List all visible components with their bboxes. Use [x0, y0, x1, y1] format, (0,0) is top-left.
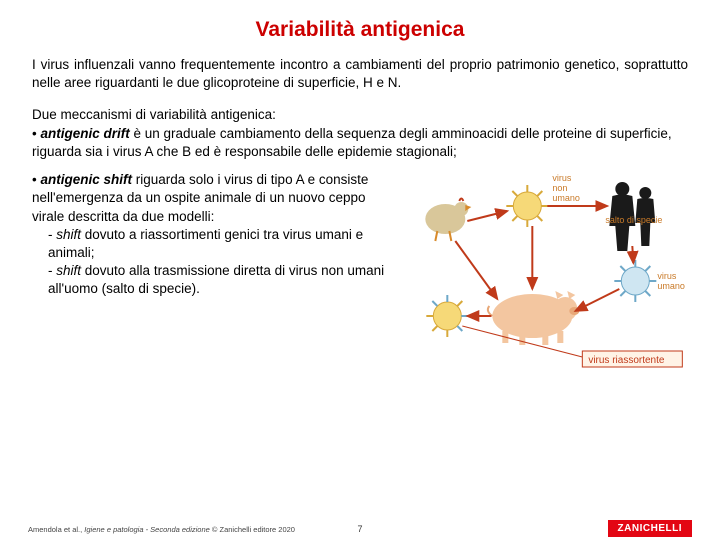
page-title: Variabilità antigenica: [32, 18, 688, 42]
virus-human-icon: [615, 260, 657, 302]
footer-citation: Amendola et al., Igiene e patologia - Se…: [28, 525, 295, 534]
footer-auth: Amendola et al.,: [28, 525, 84, 534]
shift-block: • antigenic shift riguarda solo i virus …: [32, 171, 399, 376]
sub1-desc: dovuto a riassortimenti genici tra virus…: [48, 227, 363, 260]
shift-term: antigenic shift: [40, 172, 132, 187]
virus-reassortant-icon: [427, 295, 469, 337]
virus-nonhuman-icon: [507, 185, 549, 227]
footer-title: Igiene e patologia - Seconda edizione: [84, 525, 210, 534]
sub2-term: shift: [56, 263, 81, 278]
label-riassortente: virus riassortente: [589, 355, 666, 366]
label-salto-specie: salto di specie: [606, 215, 663, 225]
antigenic-shift-diagram: virus non umano salto di specie virus um…: [407, 171, 688, 371]
mechanisms-lead: Due meccanismi di variabilità antigenica…: [32, 107, 276, 122]
chicken-icon: [426, 199, 472, 242]
page-number: 7: [357, 524, 362, 534]
footer-pub: © Zanichelli editore 2020: [210, 525, 295, 534]
label-virus-umano-1: virus: [658, 271, 678, 281]
mechanisms-block: Due meccanismi di variabilità antigenica…: [32, 106, 688, 161]
arrow-human-virusblue: [633, 246, 634, 263]
label-virus-nonumano-2: non: [553, 183, 568, 193]
arrow-chicken-pig: [456, 241, 498, 299]
footer: Amendola et al., Igiene e patologia - Se…: [0, 518, 720, 540]
label-virus-umano-2: umano: [658, 281, 686, 291]
diagram-container: virus non umano salto di specie virus um…: [407, 171, 688, 376]
sub1-term: shift: [56, 227, 81, 242]
publisher-logo: ZANICHELLI: [608, 520, 692, 537]
label-virus-nonumano-1: virus: [553, 173, 573, 183]
arrow-chicken-virus: [468, 211, 508, 221]
pig-icon: [488, 291, 579, 345]
sub2-desc: dovuto alla trasmissione diretta di viru…: [48, 263, 384, 296]
drift-term: antigenic drift: [40, 126, 129, 141]
arrow-virusblue-pig: [576, 289, 620, 311]
intro-text: I virus influenzali vanno frequentemente…: [32, 56, 688, 92]
label-virus-nonumano-3: umano: [553, 193, 581, 203]
